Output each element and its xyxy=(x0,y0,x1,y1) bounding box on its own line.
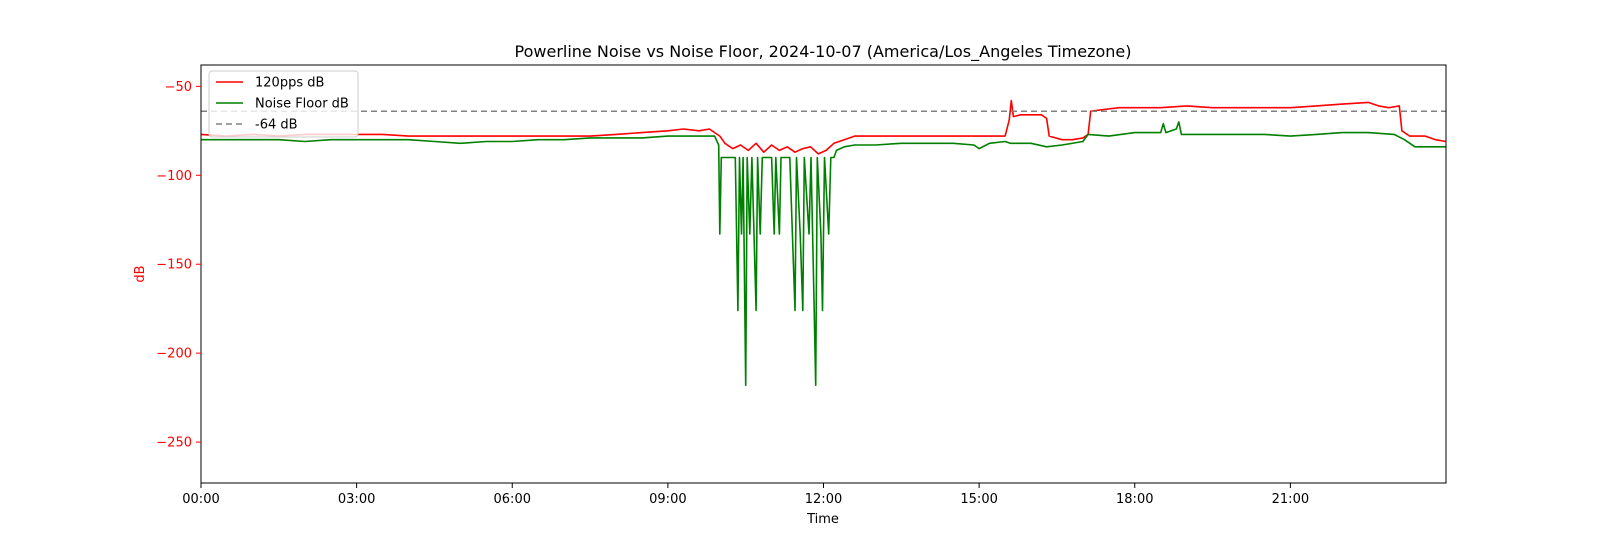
x-tick-label-5: 15:00 xyxy=(960,492,997,507)
series-line-0 xyxy=(201,99,1446,155)
x-tick-label-0: 00:00 xyxy=(182,492,219,507)
x-axis-label: Time xyxy=(806,512,839,527)
legend-label-1: Noise Floor dB xyxy=(255,97,349,112)
legend-label-0: 120pps dB xyxy=(255,76,324,91)
y-tick-label-4: −250 xyxy=(156,436,192,451)
y-tick-label-1: −100 xyxy=(156,169,192,184)
series-layer xyxy=(201,99,1446,386)
x-tick-label-6: 18:00 xyxy=(1116,492,1153,507)
legend: 120pps dB Noise Floor dB -64 dB xyxy=(208,70,359,138)
legend-box xyxy=(208,70,359,138)
y-tick-label-3: −200 xyxy=(156,347,192,362)
series-line-1 xyxy=(201,121,1446,386)
x-tick-label-4: 12:00 xyxy=(805,492,842,507)
y-tick-label-0: −50 xyxy=(165,80,192,95)
x-axis: 00:00 03:00 06:00 09:00 12:00 15:00 18:00 21:00 xyxy=(182,483,1309,507)
x-tick-label-1: 03:00 xyxy=(338,492,375,507)
y-tick-label-2: −150 xyxy=(156,258,192,273)
x-tick-label-7: 21:00 xyxy=(1272,492,1309,507)
x-tick-label-2: 06:00 xyxy=(494,492,531,507)
x-tick-label-3: 09:00 xyxy=(649,492,686,507)
legend-label-2: -64 dB xyxy=(255,118,298,133)
y-axis: −50 −100 −150 −200 −250 xyxy=(156,80,201,451)
y-axis-label: dB xyxy=(133,265,148,282)
chart-title: Powerline Noise vs Noise Floor, 2024-10-… xyxy=(515,42,1132,62)
